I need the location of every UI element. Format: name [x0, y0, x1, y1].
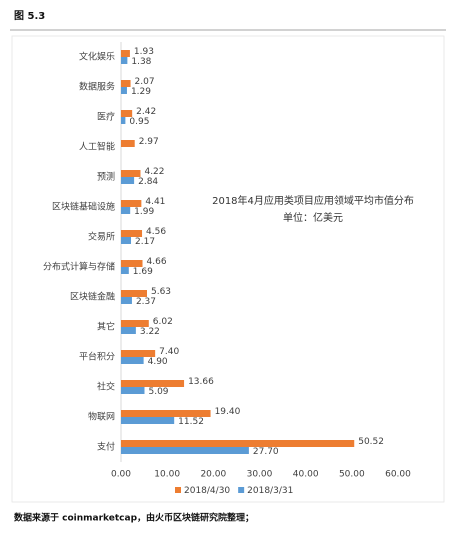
data-label: 13.66: [188, 377, 214, 387]
data-label: 2.07: [135, 77, 155, 87]
x-tick-label: 0.00: [111, 470, 131, 480]
bar: [121, 327, 136, 334]
bar: [121, 237, 132, 244]
bar: [121, 80, 131, 87]
bar: [121, 320, 149, 327]
x-tick-label: 50.00: [339, 470, 365, 480]
data-label: 1.38: [131, 57, 151, 67]
y-tick-label: 社交: [97, 381, 115, 393]
data-label: 2.17: [135, 237, 155, 247]
bar: [121, 87, 127, 94]
figure-label: 图 5.3: [14, 10, 45, 22]
legend-swatch: [238, 487, 245, 493]
chart-frame: [11, 35, 445, 503]
bar: [121, 200, 142, 207]
y-tick-label: 物联网: [88, 411, 115, 423]
x-tick-label: 30.00: [247, 470, 273, 480]
data-label: 1.29: [131, 87, 151, 97]
y-tick-label: 其它: [97, 321, 115, 333]
bar: [121, 140, 135, 147]
bar: [121, 350, 156, 357]
y-tick-label: 数据服务: [79, 81, 115, 93]
y-tick-label: 区块链金融: [70, 291, 115, 303]
bar: [121, 57, 128, 64]
legend-label: 2018/3/31: [247, 486, 293, 496]
data-label: 6.02: [153, 317, 173, 327]
x-tick-label: 40.00: [293, 470, 319, 480]
data-label: 27.70: [253, 447, 279, 457]
y-tick-label: 人工智能: [79, 141, 115, 153]
y-tick-label: 文化娱乐: [79, 51, 115, 63]
data-label: 7.40: [159, 347, 179, 357]
source-note: 数据来源于 coinmarketcap，由火币区块链研究院整理；: [14, 512, 254, 524]
data-label: 1.69: [133, 267, 153, 277]
bar: [121, 260, 143, 267]
bar: [121, 117, 126, 124]
bar: [121, 267, 129, 274]
y-tick-label: 平台积分: [79, 351, 115, 363]
data-label: 2.97: [139, 137, 159, 147]
data-label: 2.37: [136, 297, 156, 307]
y-tick-label: 分布式计算与存储: [43, 261, 115, 273]
bar: [121, 410, 211, 417]
data-label: 50.52: [358, 437, 384, 447]
data-label: 19.40: [215, 407, 241, 417]
y-tick-label: 区块链基础设施: [52, 201, 115, 213]
data-label: 1.93: [134, 47, 154, 57]
data-label: 5.63: [151, 287, 171, 297]
y-tick-label: 预测: [97, 172, 115, 183]
x-tick-label: 60.00: [385, 470, 411, 480]
legend-label: 2018/4/30: [184, 486, 230, 496]
bar: [121, 417, 175, 424]
data-label: 3.22: [140, 327, 160, 337]
data-label: 4.22: [144, 167, 164, 177]
x-tick-label: 10.00: [154, 470, 180, 480]
bar: [121, 50, 130, 57]
bar: [121, 357, 144, 364]
bar: [121, 177, 135, 184]
bar: [121, 447, 249, 454]
data-label: 4.66: [147, 257, 167, 267]
bar: [121, 110, 133, 117]
data-label: 2.42: [136, 107, 156, 117]
data-label: 11.52: [178, 417, 204, 427]
data-label: 1.99: [134, 207, 154, 217]
bar: [121, 230, 143, 237]
bar: [121, 440, 355, 447]
data-label: 4.41: [145, 197, 165, 207]
data-label: 4.56: [146, 227, 166, 237]
data-label: 4.90: [148, 357, 168, 367]
chart-title: 2018年4月应用类项目应用领域平均市值分布: [212, 194, 414, 207]
bar: [121, 170, 141, 177]
bar: [121, 387, 145, 394]
y-tick-label: 支付: [97, 441, 115, 453]
bar: [121, 290, 147, 297]
bar: [121, 207, 131, 214]
data-label: 5.09: [148, 387, 168, 397]
chart-subtitle: 单位：亿美元: [283, 211, 343, 224]
bar: [121, 297, 132, 304]
bar: [121, 380, 185, 387]
data-label: 2.84: [138, 177, 158, 187]
legend-swatch: [175, 487, 181, 493]
x-tick-label: 20.00: [200, 470, 226, 480]
y-tick-label: 医疗: [97, 111, 115, 123]
y-tick-label: 交易所: [88, 231, 115, 243]
data-label: 0.95: [129, 117, 149, 127]
